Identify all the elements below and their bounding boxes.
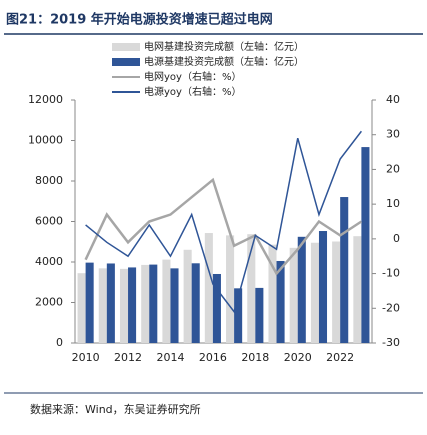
bar xyxy=(234,288,243,343)
bar xyxy=(212,273,221,343)
source: 数据来源：Wind，东吴证券研究所 xyxy=(30,402,201,416)
y2-tick-label: -30 xyxy=(382,336,400,349)
bar xyxy=(119,268,129,343)
y-tick-label: 10000 xyxy=(28,134,63,147)
legend-label: 电源基建投资完成额（左轴：亿元） xyxy=(144,55,304,68)
bar xyxy=(141,264,150,343)
bar xyxy=(361,147,370,343)
x-tick-label: 2012 xyxy=(114,351,142,364)
bar xyxy=(204,233,213,343)
x-tick-label: 2018 xyxy=(241,351,269,364)
y2-tick-label: 10 xyxy=(386,197,400,210)
x-tick-label: 2022 xyxy=(326,351,354,364)
bar xyxy=(149,264,158,343)
y2-tick-label: 0 xyxy=(393,232,400,245)
bar xyxy=(162,259,171,343)
bar xyxy=(276,260,285,343)
bar xyxy=(297,236,306,343)
bar xyxy=(310,242,319,343)
x-tick-label: 2016 xyxy=(199,351,227,364)
legend-label: 电网基建投资完成额（左轴：亿元） xyxy=(144,40,304,53)
bar xyxy=(106,263,115,343)
legend-label: 电源yoy（右轴：%） xyxy=(144,85,241,98)
bar xyxy=(226,235,235,343)
y-tick-label: 2000 xyxy=(35,296,63,309)
y2-tick-label: -20 xyxy=(382,301,400,314)
y-tick-label: 8000 xyxy=(35,174,63,187)
y-tick-label: 12000 xyxy=(28,93,63,106)
bar xyxy=(318,231,328,343)
y-tick-label: 6000 xyxy=(35,215,63,228)
bar xyxy=(340,197,349,343)
chart-title: 图21：2019 年开始电源投资增速已超过电网 xyxy=(6,12,273,28)
y2-tick-label: 40 xyxy=(386,93,400,106)
legend-swatch xyxy=(112,58,140,66)
bar xyxy=(289,247,298,343)
bar xyxy=(183,249,192,343)
y-tick-label: 4000 xyxy=(35,255,63,268)
bar xyxy=(332,241,341,343)
bar xyxy=(77,273,86,343)
bar xyxy=(128,267,137,343)
bar xyxy=(191,263,200,343)
bar xyxy=(268,244,277,343)
bar xyxy=(170,268,179,343)
bar xyxy=(247,234,256,343)
bar xyxy=(353,236,362,343)
x-tick-label: 2020 xyxy=(284,351,312,364)
line xyxy=(84,177,363,276)
bar xyxy=(255,287,264,343)
x-tick-label: 2010 xyxy=(72,351,100,364)
x-tick-label: 2014 xyxy=(156,351,184,364)
legend-swatch xyxy=(112,43,140,51)
bar xyxy=(98,268,107,343)
y-tick-label: 0 xyxy=(56,336,63,349)
line xyxy=(85,130,362,314)
y2-tick-label: 20 xyxy=(386,162,400,175)
bar xyxy=(85,262,94,343)
y2-tick-label: 30 xyxy=(386,128,400,141)
legend-label: 电网yoy（右轴：%） xyxy=(144,70,241,83)
y2-tick-label: -10 xyxy=(382,267,400,280)
